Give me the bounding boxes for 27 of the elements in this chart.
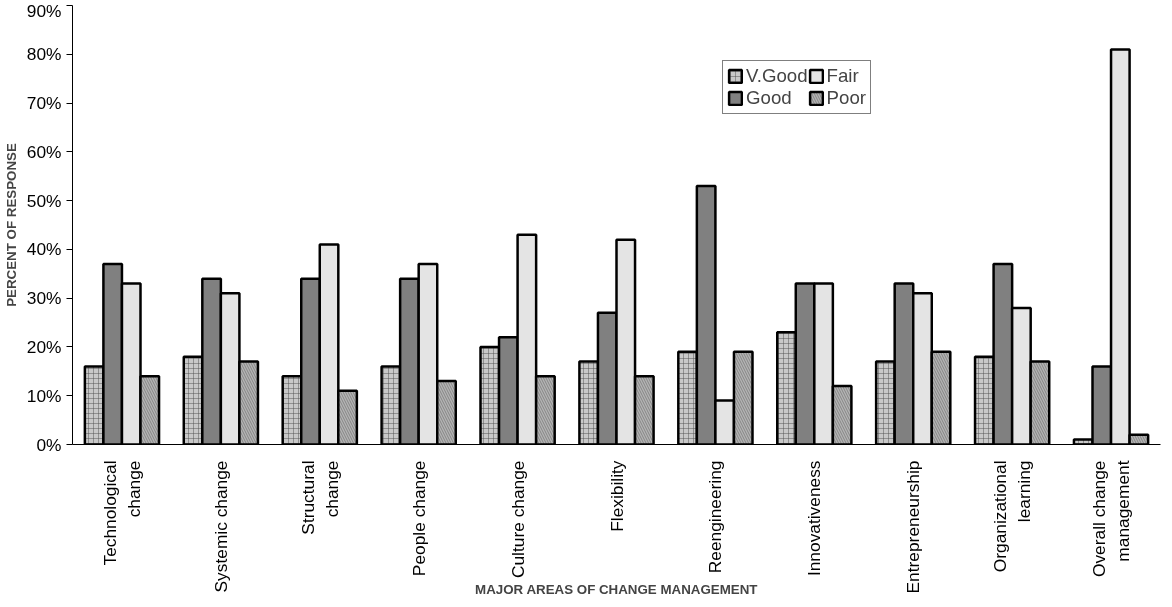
y-tick-label: 0% xyxy=(36,434,62,455)
y-axis-title: PERCENT OF RESPONSE xyxy=(3,143,19,307)
x-axis-title: MAJOR AREAS OF CHANGE MANAGEMENT xyxy=(475,582,758,598)
y-tick-label: 50% xyxy=(26,190,62,211)
legend-label: V.Good xyxy=(746,65,808,87)
legend-label: Poor xyxy=(826,87,866,109)
x-tick-label: Reengineering xyxy=(705,460,726,574)
y-tick-label: 90% xyxy=(26,0,62,21)
y-tick-label: 40% xyxy=(26,239,62,260)
x-tick-label: Culture change xyxy=(507,460,528,579)
legend-label: Fair xyxy=(826,65,859,87)
legend-label: Good xyxy=(746,87,792,109)
x-tick-label: Overall change management xyxy=(1089,460,1134,578)
x-tick-label: Innovativeness xyxy=(804,460,825,577)
x-tick-label: Entrepreneurship xyxy=(903,460,924,594)
y-tick-label: 30% xyxy=(26,288,62,309)
y-tick-label: 20% xyxy=(26,336,62,357)
y-tick-label: 10% xyxy=(26,385,62,406)
x-tick-label: Technological change xyxy=(99,460,144,566)
x-tick-label: People change xyxy=(408,460,429,577)
y-tick-label: 60% xyxy=(26,141,62,162)
y-tick-label: 70% xyxy=(26,93,62,114)
x-tick-label: Flexibility xyxy=(606,460,627,532)
y-tick-label: 80% xyxy=(26,44,62,65)
x-tick-label: Organizational learning xyxy=(990,460,1035,573)
x-tick-label: Structural change xyxy=(297,460,342,535)
x-tick-label: Systemic change xyxy=(210,460,231,593)
